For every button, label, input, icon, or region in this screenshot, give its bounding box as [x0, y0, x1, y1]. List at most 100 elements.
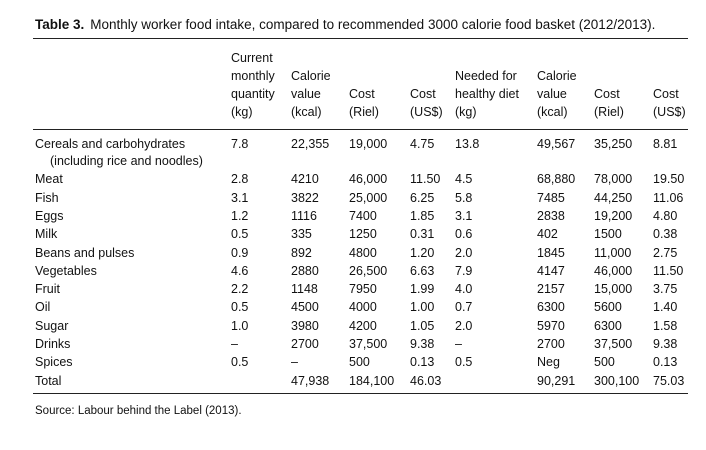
column-header: value [291, 87, 321, 101]
column-header: Needed for [455, 69, 517, 83]
table-cell: 0.31 [410, 227, 435, 242]
table-cell: 892 [291, 245, 312, 260]
table-cell: 37,500 [349, 337, 388, 351]
table-cell: 1.85 [410, 208, 435, 223]
column-header: (kg) [455, 105, 477, 119]
table-cell: 3.1 [231, 190, 249, 205]
column-header: Cost [594, 87, 620, 101]
table-cell: 4.0 [455, 282, 473, 297]
table-cell: 19,000 [349, 137, 388, 151]
table-cell: 35,250 [594, 137, 633, 151]
row-label: Total [35, 373, 62, 388]
column-header: (kcal) [291, 105, 322, 119]
table-cell: 49,567 [537, 137, 576, 151]
table-cell: 1845 [537, 245, 565, 260]
table-cell: 4200 [349, 318, 377, 333]
row-label-note: (including rice and noodles) [50, 154, 203, 168]
column-header: (US$) [653, 105, 686, 119]
table-cell: – [231, 337, 238, 351]
table-title: Monthly worker food intake, compared to … [90, 17, 656, 32]
column-header: Calorie [537, 69, 577, 83]
column-header: Current [231, 51, 273, 65]
table-cell: 13.8 [455, 137, 480, 151]
table-cell: 8.81 [653, 137, 678, 151]
column-header: (Riel) [349, 105, 379, 119]
table-cell: 6300 [594, 318, 622, 333]
table-cell: 4.6 [231, 263, 249, 278]
table-cell: 46.03 [410, 373, 442, 388]
table-cell: 0.5 [455, 355, 473, 370]
table-cell: 6.63 [410, 263, 435, 278]
table-cell: 5600 [594, 300, 622, 315]
table-cell: 2.8 [231, 172, 249, 187]
table-cell: 4210 [291, 172, 319, 187]
table-number: Table 3. [35, 17, 85, 32]
column-header: monthly [231, 69, 275, 83]
table-cell: 1.58 [653, 318, 678, 333]
table-cell: 68,880 [537, 172, 576, 187]
table-cell: 2880 [291, 263, 319, 278]
column-header: Cost [410, 87, 436, 101]
table-cell: 5.8 [455, 190, 473, 205]
column-header: value [537, 87, 567, 101]
table-cell: 2700 [291, 337, 319, 351]
table-cell: 0.5 [231, 355, 249, 370]
table-cell: 1.40 [653, 300, 678, 315]
table-caption: Table 3. Monthly worker food intake, comp… [35, 17, 655, 33]
table-cell: 9.38 [653, 337, 678, 351]
table-cell: 1.20 [410, 245, 435, 260]
table-cell: 2838 [537, 208, 565, 223]
row-label: Oil [35, 300, 51, 315]
row-label: Beans and pulses [35, 245, 135, 260]
table-cell: 11,000 [594, 245, 632, 260]
table-cell: 47,938 [291, 373, 330, 388]
table-cell: 1.0 [231, 318, 249, 333]
table-cell: 4147 [537, 263, 565, 278]
table-cell: 2700 [537, 337, 565, 351]
table-cell: 3.75 [653, 282, 678, 297]
table-cell: 3822 [291, 190, 319, 205]
table-cell: 46,000 [349, 172, 388, 187]
table-cell: 0.7 [455, 300, 473, 315]
table-cell: 2.0 [455, 245, 473, 260]
table-cell: 7485 [537, 190, 565, 205]
table-cell: 7950 [349, 282, 377, 297]
row-label: Cereals and carbohydrates [35, 137, 186, 151]
table-cell: 9.38 [410, 337, 435, 351]
table-cell: 335 [291, 227, 312, 242]
table-cell: 19.50 [653, 172, 685, 187]
table-cell: 1.05 [410, 318, 435, 333]
table-cell: 6.25 [410, 190, 435, 205]
table-cell: 2157 [537, 282, 565, 297]
table-cell: 402 [537, 227, 558, 242]
table-cell: 4.75 [410, 137, 435, 151]
table-cell: Neg [537, 355, 560, 370]
table-cell: 44,250 [594, 190, 633, 205]
table-cell: 4000 [349, 300, 377, 315]
table-cell: 3.1 [455, 208, 473, 223]
table-cell: 7.9 [455, 263, 473, 278]
table-cell: 0.5 [231, 300, 249, 315]
table-cell: 25,000 [349, 190, 388, 205]
column-header: (kcal) [537, 105, 568, 119]
row-label: Eggs [35, 208, 64, 223]
table-cell: 184,100 [349, 373, 395, 388]
table-cell: 22,355 [291, 137, 330, 151]
table-cell: 1.00 [410, 300, 435, 315]
table-cell: 500 [594, 355, 615, 370]
column-header: quantity [231, 87, 275, 101]
table-cell: 2.75 [653, 245, 678, 260]
table-cell: 78,000 [594, 172, 633, 187]
table-cell: 7.8 [231, 137, 249, 151]
table-cell: 11.50 [653, 263, 684, 278]
table-cell: 15,000 [594, 282, 633, 297]
table-cell: 0.6 [455, 227, 473, 242]
table-cell: 1250 [349, 227, 377, 242]
table-cell: – [291, 355, 298, 370]
column-header: (Riel) [594, 105, 624, 119]
table-cell: 2.2 [231, 282, 249, 297]
table-cell: – [455, 337, 462, 351]
row-label: Fish [35, 190, 59, 205]
table-cell: 7400 [349, 208, 377, 223]
table-cell: 0.13 [653, 355, 678, 370]
